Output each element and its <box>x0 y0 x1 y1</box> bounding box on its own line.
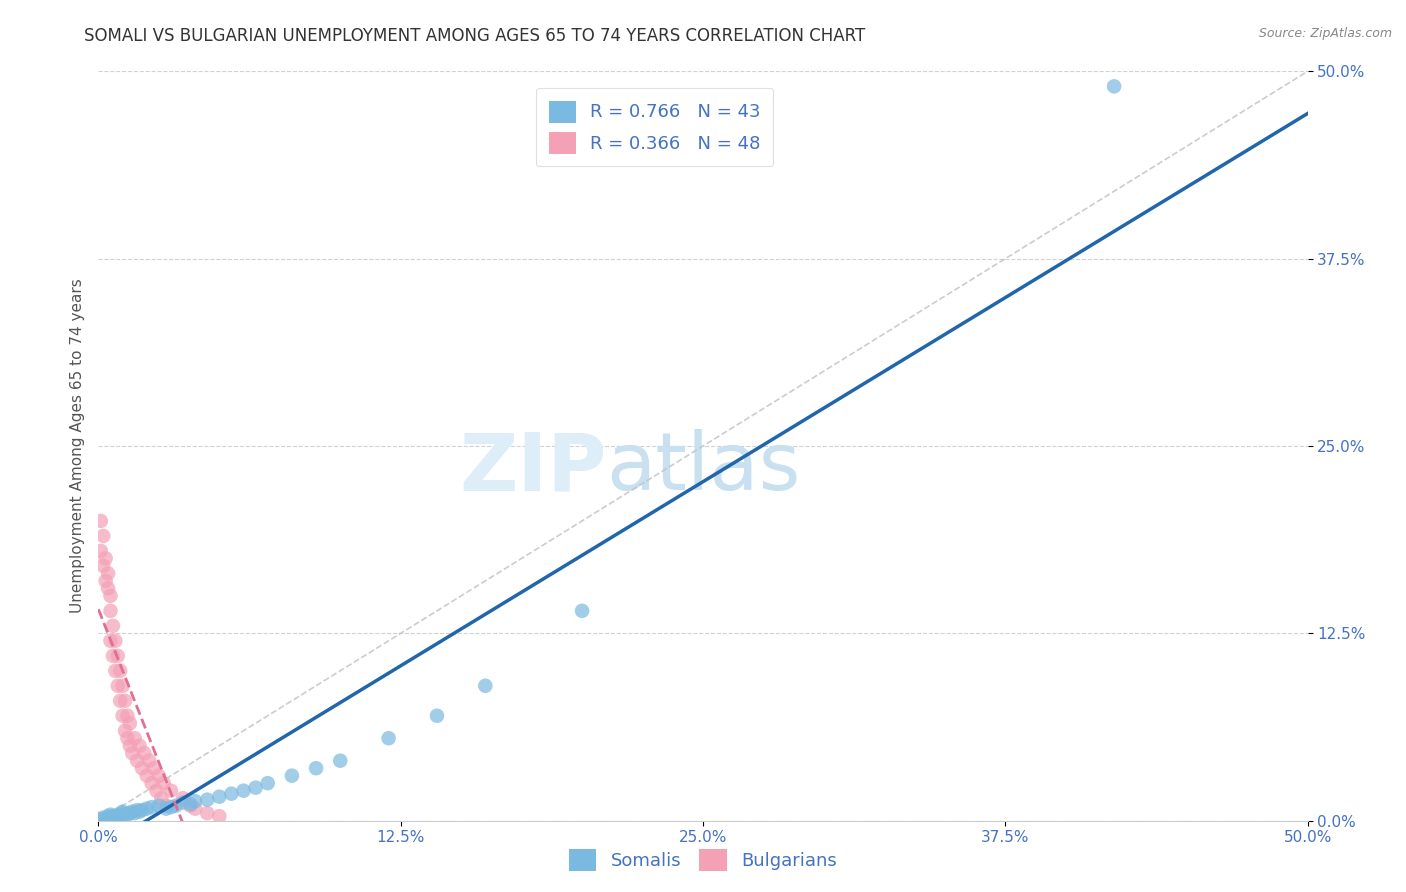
Point <box>121 746 143 760</box>
Point <box>138 754 160 768</box>
Point <box>94 551 117 566</box>
Point <box>208 789 231 804</box>
Point <box>221 787 243 801</box>
Point <box>100 604 122 618</box>
Point <box>145 783 167 797</box>
Point <box>114 694 136 708</box>
Point <box>111 809 134 823</box>
Point <box>141 800 163 814</box>
Point <box>124 806 146 821</box>
Point <box>148 769 170 783</box>
Point <box>101 619 124 633</box>
Point <box>91 558 114 573</box>
Point <box>426 708 449 723</box>
Point <box>150 791 173 805</box>
Point <box>117 708 139 723</box>
Point <box>107 648 129 663</box>
Point <box>114 723 136 738</box>
Text: atlas: atlas <box>606 429 800 508</box>
Point <box>148 798 170 813</box>
Point <box>281 769 304 783</box>
Point <box>118 806 141 821</box>
Point <box>117 731 139 746</box>
Point <box>100 807 122 822</box>
Text: ZIP: ZIP <box>458 429 606 508</box>
Point <box>152 776 174 790</box>
Point <box>172 791 194 805</box>
Point <box>195 806 218 821</box>
Point <box>474 679 496 693</box>
Point <box>91 811 114 825</box>
Point <box>134 746 156 760</box>
Point <box>377 731 399 746</box>
Point <box>111 708 134 723</box>
Point <box>179 797 201 812</box>
Point <box>124 731 146 746</box>
Point <box>208 809 231 823</box>
Point <box>571 604 593 618</box>
Point <box>256 776 278 790</box>
Point <box>91 529 114 543</box>
Point <box>128 739 150 753</box>
Point <box>104 633 127 648</box>
Point <box>155 802 177 816</box>
Point <box>111 679 134 693</box>
Point <box>245 780 267 795</box>
Point <box>128 805 150 819</box>
Point <box>195 792 218 806</box>
Point <box>232 783 254 797</box>
Point <box>160 800 183 814</box>
Point <box>111 806 134 821</box>
Point <box>135 769 157 783</box>
Point <box>94 574 117 588</box>
Point <box>172 796 194 810</box>
Point <box>107 807 129 822</box>
Point <box>1102 79 1125 94</box>
Point <box>97 809 120 823</box>
Point <box>135 802 157 816</box>
Legend: R = 0.766   N = 43, R = 0.366   N = 48: R = 0.766 N = 43, R = 0.366 N = 48 <box>536 88 773 166</box>
Point <box>118 716 141 731</box>
Point <box>87 812 110 826</box>
Point <box>90 514 112 528</box>
Point <box>104 664 127 678</box>
Point <box>101 648 124 663</box>
Point <box>127 754 149 768</box>
Point <box>107 679 129 693</box>
Point <box>160 783 183 797</box>
Point <box>108 694 131 708</box>
Point <box>100 811 122 825</box>
Text: Source: ZipAtlas.com: Source: ZipAtlas.com <box>1258 27 1392 40</box>
Legend: Somalis, Bulgarians: Somalis, Bulgarians <box>562 842 844 879</box>
Point <box>179 798 201 813</box>
Point <box>108 809 131 823</box>
Point <box>94 812 117 826</box>
Point <box>117 807 139 822</box>
Point <box>111 805 134 819</box>
Point <box>90 544 112 558</box>
Point <box>127 803 149 817</box>
Point <box>165 798 187 813</box>
Point <box>97 566 120 581</box>
Point <box>184 802 207 816</box>
Point <box>131 761 153 775</box>
Point <box>141 776 163 790</box>
Point <box>100 589 122 603</box>
Point <box>155 798 177 813</box>
Point <box>121 805 143 819</box>
Point <box>143 761 166 775</box>
Point <box>104 811 127 825</box>
Point <box>100 633 122 648</box>
Y-axis label: Unemployment Among Ages 65 to 74 years: Unemployment Among Ages 65 to 74 years <box>69 278 84 614</box>
Point <box>101 809 124 823</box>
Point <box>108 664 131 678</box>
Point <box>184 794 207 808</box>
Text: SOMALI VS BULGARIAN UNEMPLOYMENT AMONG AGES 65 TO 74 YEARS CORRELATION CHART: SOMALI VS BULGARIAN UNEMPLOYMENT AMONG A… <box>84 27 866 45</box>
Point <box>329 754 352 768</box>
Point <box>131 803 153 817</box>
Point <box>305 761 328 775</box>
Point <box>97 582 120 596</box>
Point <box>118 739 141 753</box>
